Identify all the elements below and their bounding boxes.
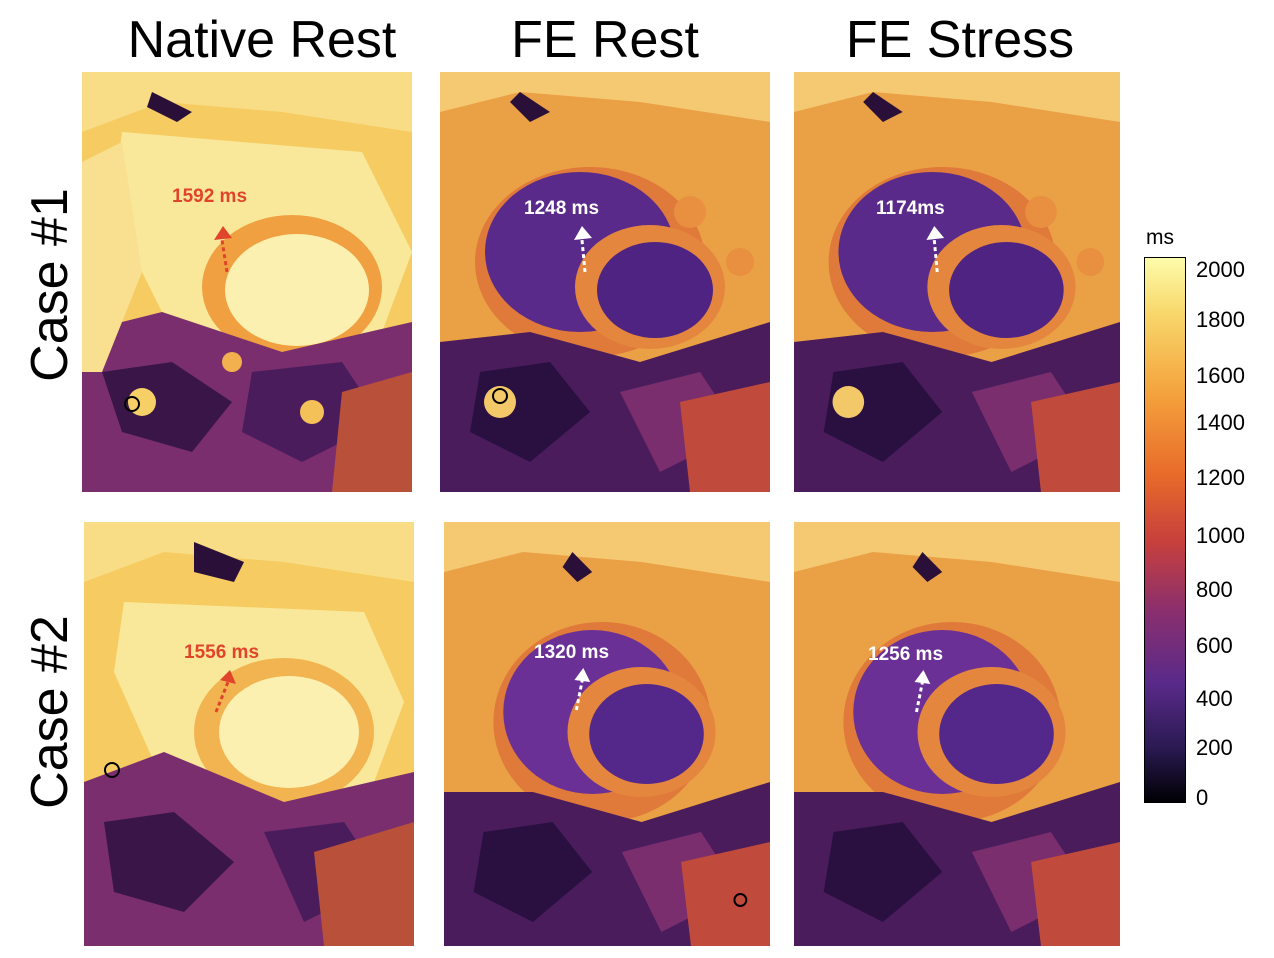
measurement-case1-native-rest: 1592 ms: [172, 186, 248, 207]
colorbar-tick: 600: [1196, 633, 1233, 658]
t1-map-image: [440, 72, 770, 492]
t1-map-image: [794, 522, 1120, 946]
row-title-case-2: Case #2: [21, 615, 79, 809]
t1-map-case2-fe-rest: 1320 ms: [444, 522, 770, 946]
measurement-case2-fe-stress: 1256 ms: [868, 644, 944, 665]
column-title-fe-rest: FE Rest: [511, 11, 699, 69]
colorbar-tick: 1400: [1196, 410, 1245, 435]
colorbar: [1144, 257, 1186, 803]
t1-map-image: [794, 72, 1120, 492]
colorbar-tick: 0: [1196, 785, 1209, 810]
measurement-case1-fe-stress: 1174ms: [876, 198, 945, 219]
measurement-case2-native-rest: 1556 ms: [184, 642, 260, 663]
row-title-case-1: Case #1: [21, 188, 79, 382]
t1-map-case2-native-rest: 1556 ms: [84, 522, 414, 946]
colorbar-tick: 1600: [1196, 363, 1245, 388]
colorbar-tick: 1800: [1196, 307, 1245, 332]
colorbar-unit: ms: [1146, 226, 1174, 249]
t1-map-image: [84, 522, 414, 946]
t1-map-image: [444, 522, 770, 946]
column-title-fe-stress: FE Stress: [845, 11, 1075, 69]
colorbar-tick: 1200: [1196, 465, 1245, 490]
t1-map-case2-fe-stress: 1256 ms: [794, 522, 1120, 946]
t1-map-image: [82, 72, 412, 492]
t1-map-case1-fe-rest: 1248 ms: [440, 72, 770, 492]
column-title-native-rest: Native Rest: [127, 11, 397, 69]
colorbar-tick: 800: [1196, 577, 1233, 602]
colorbar-tick: 400: [1196, 686, 1233, 711]
measurement-case1-fe-rest: 1248 ms: [524, 198, 600, 219]
colorbar-tick: 1000: [1196, 523, 1245, 548]
measurement-case2-fe-rest: 1320 ms: [534, 642, 610, 663]
colorbar-tick: 2000: [1196, 257, 1245, 282]
colorbar-tick: 200: [1196, 735, 1233, 760]
t1-map-case1-fe-stress: 1174ms: [794, 72, 1120, 492]
t1-map-case1-native-rest: 1592 ms: [82, 72, 412, 492]
